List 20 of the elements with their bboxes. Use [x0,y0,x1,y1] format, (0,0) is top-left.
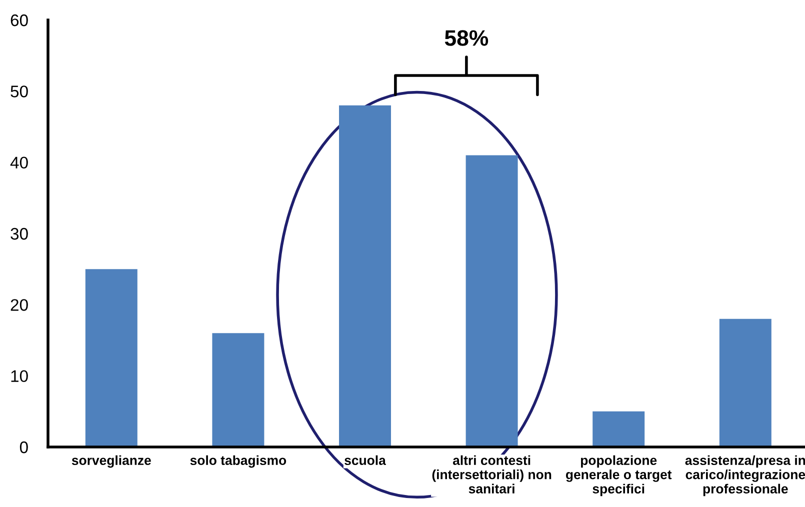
bar [212,333,264,447]
y-tick-label: 20 [10,299,28,311]
bar [85,269,138,447]
y-tick-label: 30 [10,228,28,240]
bar [719,318,772,447]
bar [339,105,391,447]
x-tick-label: assistenza/presa in carico/integrazione professionale [685,455,805,496]
y-tick-label: 10 [11,370,28,382]
x-tick-label: solo tabagismo [190,455,286,468]
y-tick-label: 0 [20,441,28,454]
x-tick-label: popolazione generale o target specifici [566,455,672,496]
x-tick-label: sorveglianze [72,455,151,468]
y-tick-label: 40 [10,156,28,169]
y-tick-label: 50 [10,86,28,98]
y-tick-label: 60 [10,14,28,26]
bar [592,411,645,447]
x-tick-label: scuola [344,455,386,466]
x-tick-label: altri contesti (intersettoriali) non sanitari [432,455,552,494]
bar [466,155,518,447]
annotation: 58% [444,30,488,46]
